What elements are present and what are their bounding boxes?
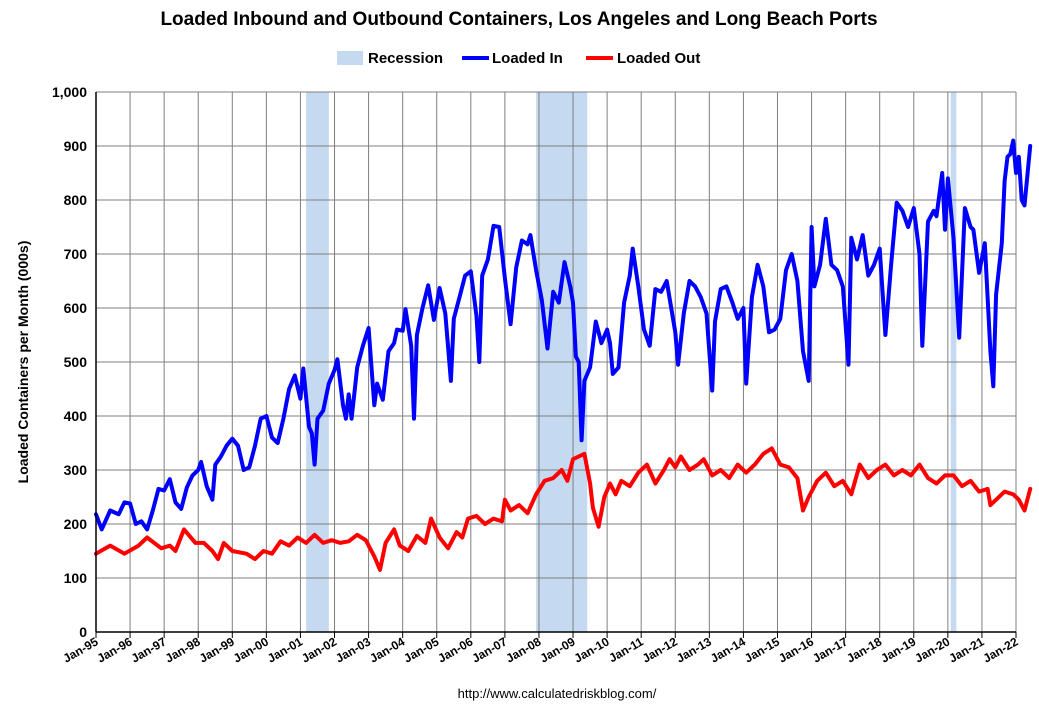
x-tick-label-16: Jan-11 (606, 634, 646, 665)
source-credit: http://www.calculatedriskblog.com/ (458, 686, 657, 701)
x-tick-label-14: Jan-09 (538, 634, 578, 665)
x-tick-label-26: Jan-21 (946, 634, 986, 665)
series-lines (94, 138, 1033, 572)
y-axis-label: Loaded Containers per Month (000s) (15, 241, 31, 484)
grid-lines (95, 91, 1017, 633)
x-tick-label-15: Jan-10 (572, 634, 612, 665)
x-tick-label-13: Jan-08 (504, 634, 544, 665)
x-tick-label-27: Jan-22 (981, 634, 1021, 665)
x-tick-label-24: Jan-19 (878, 634, 918, 665)
x-tick-label-22: Jan-17 (810, 634, 850, 665)
legend-loaded-out-label: Loaded Out (617, 50, 700, 67)
x-tick-label-1: Jan-96 (95, 634, 135, 665)
y-tick-label-2: 200 (64, 516, 88, 532)
x-tick-label-12: Jan-07 (469, 634, 509, 665)
x-tick-label-3: Jan-98 (163, 634, 203, 665)
y-tick-label-3: 300 (64, 462, 88, 478)
y-tick-label-10: 1,000 (52, 84, 87, 100)
x-tick-label-21: Jan-16 (776, 634, 816, 665)
y-tick-label-6: 600 (64, 300, 88, 316)
x-tick-label-23: Jan-18 (844, 634, 884, 665)
x-tick-label-5: Jan-00 (231, 634, 271, 665)
x-tick-label-25: Jan-20 (912, 634, 952, 665)
x-tick-label-10: Jan-05 (401, 634, 441, 665)
y-tick-labels: 0 100 200 300 400 500 600 700 800 900 1,000 (52, 84, 87, 640)
x-tick-label-2: Jan-97 (129, 634, 169, 665)
series-line-loaded-out (94, 446, 1033, 572)
legend-recession-label: Recession (368, 50, 443, 67)
legend-recession-swatch (337, 51, 363, 65)
y-tick-label-4: 400 (64, 408, 88, 424)
y-tick-label-1: 100 (64, 570, 88, 586)
x-tick-label-18: Jan-13 (674, 634, 714, 665)
y-tick-label-9: 900 (64, 138, 88, 154)
axes (95, 92, 1017, 638)
x-tick-labels: Jan-95Jan-96Jan-97Jan-98Jan-99Jan-00Jan-… (61, 634, 1021, 665)
y-tick-label-5: 500 (64, 354, 88, 370)
x-tick-label-20: Jan-15 (742, 634, 782, 665)
y-tick-label-8: 800 (64, 192, 88, 208)
x-tick-label-7: Jan-02 (299, 634, 339, 665)
y-tick-label-0: 0 (79, 624, 87, 640)
x-tick-label-6: Jan-01 (265, 634, 305, 665)
y-tick-label-7: 700 (64, 246, 88, 262)
x-tick-label-9: Jan-04 (367, 634, 407, 665)
x-tick-label-4: Jan-99 (197, 634, 237, 665)
chart-title: Loaded Inbound and Outbound Containers, … (160, 9, 877, 30)
x-tick-label-17: Jan-12 (640, 634, 680, 665)
legend: Recession Loaded In Loaded Out (337, 50, 700, 67)
x-tick-label-8: Jan-03 (333, 634, 373, 665)
x-tick-label-19: Jan-14 (708, 634, 748, 665)
series-line-loaded-in (94, 138, 1033, 532)
x-tick-label-11: Jan-06 (435, 634, 475, 665)
legend-loaded-in-label: Loaded In (492, 50, 563, 67)
